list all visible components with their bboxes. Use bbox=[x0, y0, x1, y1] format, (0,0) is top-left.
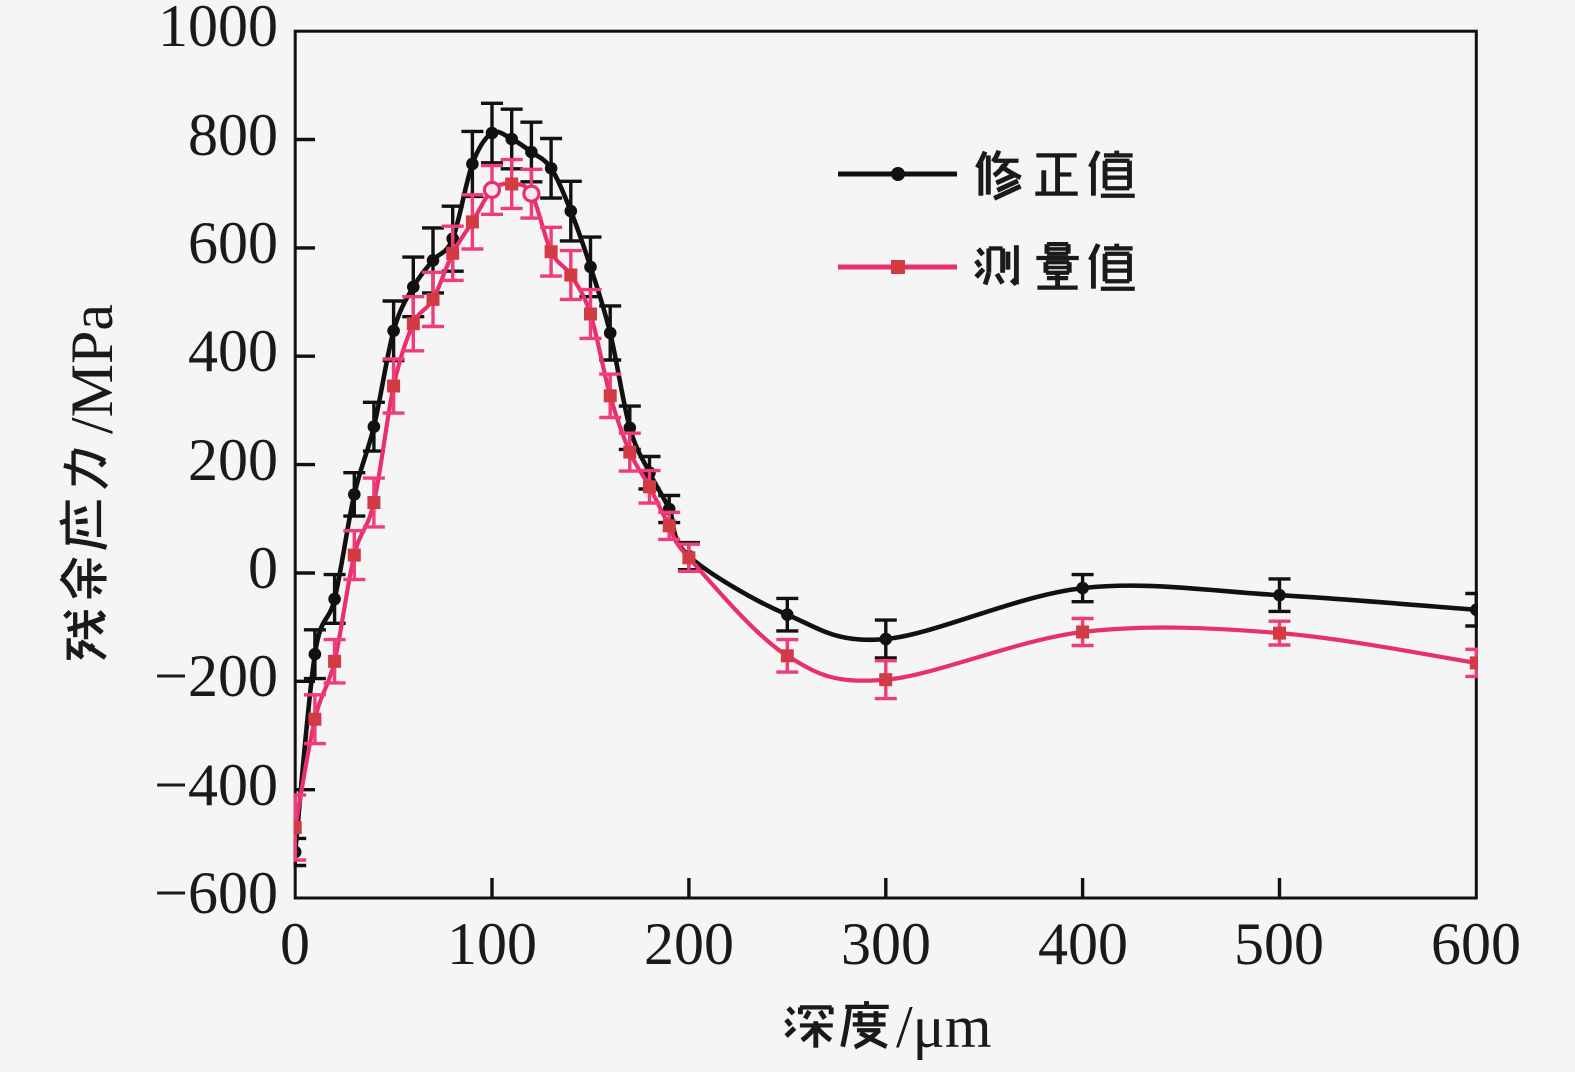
svg-text:600: 600 bbox=[1431, 911, 1521, 977]
svg-text:−400: −400 bbox=[154, 752, 278, 818]
svg-text:100: 100 bbox=[447, 911, 537, 977]
svg-text:200: 200 bbox=[188, 427, 278, 493]
svg-text:−600: −600 bbox=[154, 860, 278, 926]
svg-text:0: 0 bbox=[280, 911, 310, 977]
svg-text:400: 400 bbox=[1038, 911, 1128, 977]
svg-text:800: 800 bbox=[188, 102, 278, 168]
svg-text:−200: −200 bbox=[154, 643, 278, 709]
svg-text:200: 200 bbox=[644, 911, 734, 977]
svg-text:/μm: /μm bbox=[896, 994, 992, 1060]
svg-text:1000: 1000 bbox=[158, 0, 278, 59]
svg-text:300: 300 bbox=[841, 911, 931, 977]
svg-text:/MPa: /MPa bbox=[59, 304, 125, 434]
svg-text:0: 0 bbox=[248, 535, 278, 601]
svg-text:400: 400 bbox=[188, 318, 278, 384]
svg-text:500: 500 bbox=[1234, 911, 1324, 977]
svg-text:600: 600 bbox=[188, 210, 278, 276]
